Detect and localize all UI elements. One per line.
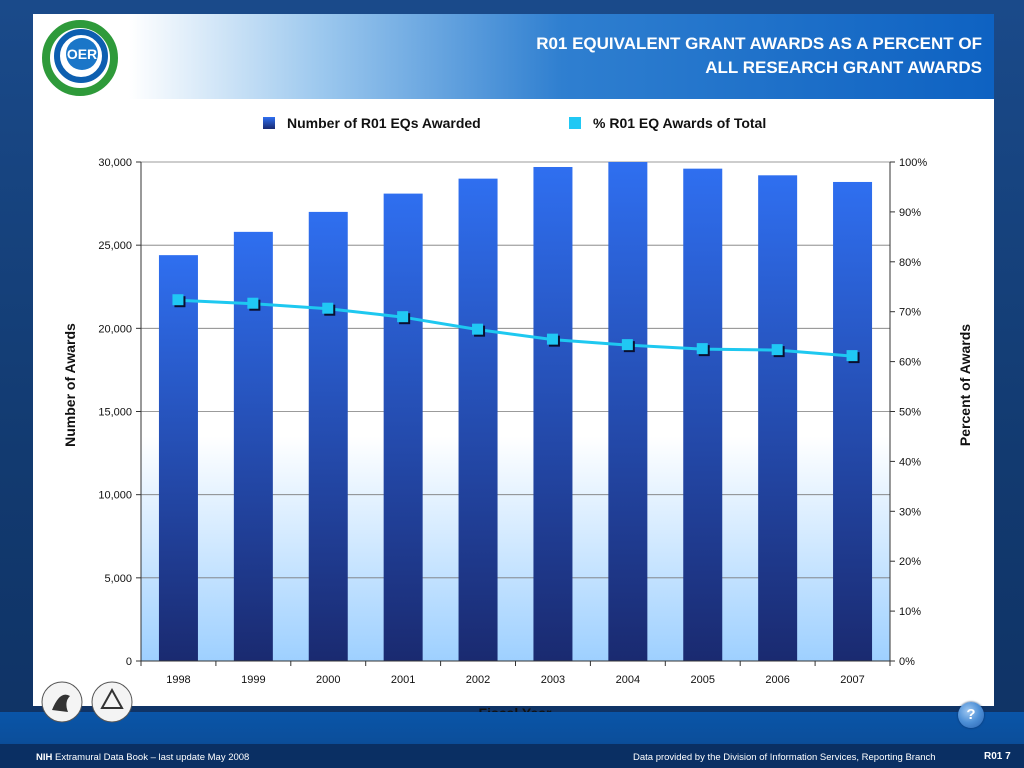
bar	[683, 168, 723, 662]
footer-left: NIH Extramural Data Book – last update M…	[36, 752, 249, 763]
marker	[546, 333, 558, 345]
y-tick-label: 0	[126, 656, 132, 668]
x-tick-label: 2003	[541, 674, 565, 686]
legend-item-bars: Number of R01 EQs Awarded	[263, 114, 481, 132]
nih-seals	[41, 681, 133, 723]
y-axis-title: Number of Awards	[62, 323, 78, 447]
y2-tick-label: 90%	[899, 207, 921, 219]
y2-tick-label: 40%	[899, 456, 921, 468]
footer-page-number: R01 7	[984, 751, 1011, 762]
logo-text: OER	[67, 46, 97, 62]
footer-nih: NIH	[36, 752, 53, 763]
bar	[608, 162, 648, 661]
marker	[696, 343, 708, 355]
x-tick-label: 2002	[466, 674, 490, 686]
y2-tick-label: 100%	[899, 157, 927, 169]
y2-tick-label: 60%	[899, 357, 921, 369]
legend-label-line: % R01 EQ Awards of Total	[593, 115, 767, 131]
percent-line	[178, 298, 853, 358]
header-banner: OER R01 EQUIVALENT GRANT AWARDS AS A PER…	[33, 14, 994, 99]
y-tick-label: 15,000	[98, 407, 132, 419]
y-tick-label: 20,000	[98, 323, 132, 335]
title-line-1: R01 EQUIVALENT GRANT AWARDS AS A PERCENT…	[536, 34, 982, 53]
y-tick-label: 5,000	[104, 573, 132, 585]
bar	[833, 181, 873, 661]
marker	[397, 311, 409, 323]
marker	[621, 339, 633, 351]
marker	[846, 350, 858, 362]
y-tick-label: 25,000	[98, 240, 132, 252]
x-tick-label: 2000	[316, 674, 340, 686]
x-tick-label: 2004	[616, 674, 640, 686]
footer-strip	[0, 744, 1024, 768]
legend-swatch-bars	[263, 117, 275, 129]
x-tick-label: 2001	[391, 674, 415, 686]
y2-tick-label: 20%	[899, 556, 921, 568]
x-tick-label: 2006	[765, 674, 789, 686]
footer-databook: Extramural Data Book – last update May 2…	[52, 752, 250, 763]
marker	[322, 302, 334, 314]
marker	[247, 297, 259, 309]
bar	[233, 231, 273, 662]
y2-tick-label: 50%	[899, 407, 921, 419]
chart-legend: Number of R01 EQs Awarded % R01 EQ Award…	[33, 114, 994, 134]
y2-axis-title: Percent of Awards	[957, 324, 973, 446]
x-tick-label: 2007	[840, 674, 864, 686]
marker	[172, 294, 184, 306]
bar	[308, 211, 348, 661]
x-tick-label: 1999	[241, 674, 265, 686]
bar	[383, 193, 423, 661]
oer-logo: OER	[42, 20, 118, 96]
help-button[interactable]: ?	[958, 702, 984, 728]
marker	[771, 344, 783, 356]
legend-swatch-line	[569, 117, 581, 129]
legend-item-line: % R01 EQ Awards of Total	[569, 114, 766, 132]
legend-label-bars: Number of R01 EQs Awarded	[287, 115, 481, 131]
y2-tick-label: 30%	[899, 506, 921, 518]
page-title: R01 EQUIVALENT GRANT AWARDS AS A PERCENT…	[462, 32, 982, 80]
y-tick-label: 30,000	[98, 157, 132, 169]
y-tick-label: 10,000	[98, 490, 132, 502]
x-tick-label: 2005	[691, 674, 715, 686]
title-line-2: ALL RESEARCH GRANT AWARDS	[705, 58, 982, 77]
x-tick-label: 1998	[166, 674, 190, 686]
bar	[533, 166, 573, 662]
y2-tick-label: 10%	[899, 606, 921, 618]
y2-tick-label: 80%	[899, 257, 921, 269]
y2-tick-label: 70%	[899, 307, 921, 319]
y2-tick-label: 0%	[899, 656, 915, 668]
footer-source: Data provided by the Division of Informa…	[633, 752, 936, 763]
bar	[158, 255, 198, 661]
bar	[758, 175, 798, 661]
marker	[472, 323, 484, 335]
bar	[458, 178, 498, 661]
